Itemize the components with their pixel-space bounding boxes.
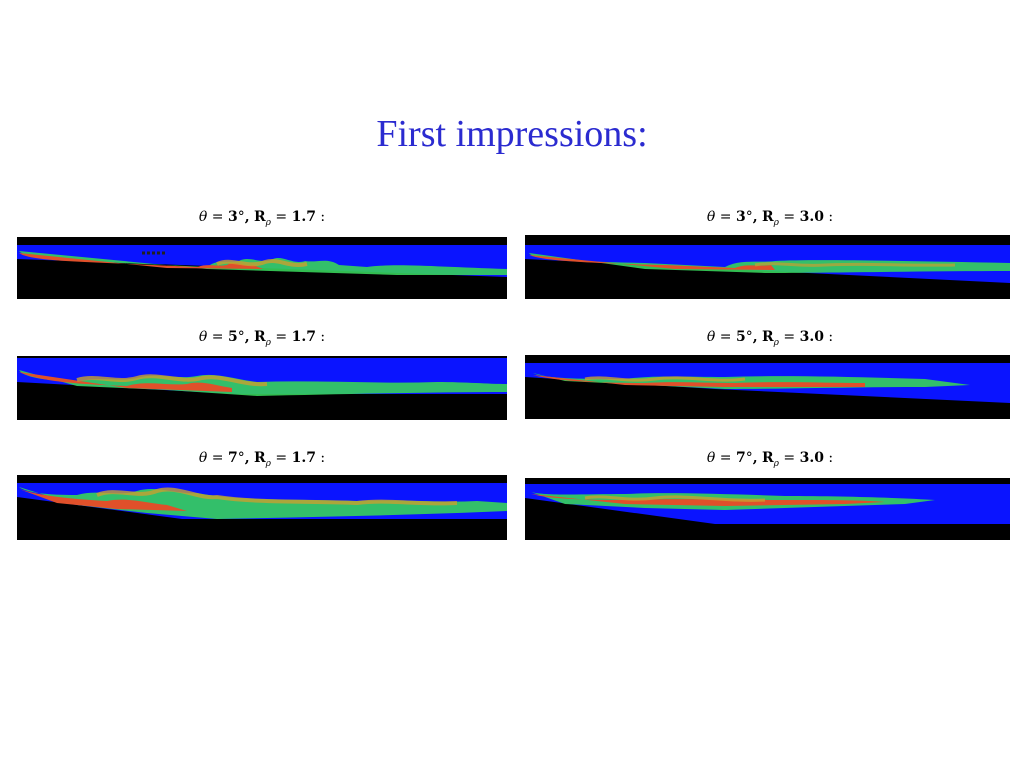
sloping-ground — [525, 498, 1010, 540]
current-head-core — [19, 489, 187, 511]
current-head-core — [529, 255, 775, 270]
simulation-plot — [17, 237, 507, 299]
sloping-ground — [17, 382, 507, 420]
simulation-plot — [525, 355, 1010, 419]
sloping-ground — [525, 377, 1010, 419]
simulation-plot — [525, 478, 1010, 540]
panel-caption: θ = 5°, Rρ = 3.0 : — [706, 329, 834, 348]
mixing-billows — [216, 259, 308, 267]
panel-caption: θ = 5°, Rρ = 1.7 : — [198, 329, 326, 348]
sloping-ground — [17, 497, 507, 540]
mixing-billows — [754, 262, 956, 267]
mixing-billows — [584, 495, 766, 502]
simulation-plot — [525, 235, 1010, 299]
panel-caption: θ = 7°, Rρ = 1.7 : — [198, 450, 326, 469]
slide-title: First impressions: — [376, 113, 648, 155]
mixing-billows — [96, 487, 458, 506]
current-head-core — [19, 253, 263, 269]
mixing-billows — [76, 374, 268, 387]
current-head-core — [533, 375, 865, 387]
current-head-core — [531, 494, 885, 506]
panel-caption: θ = 7°, Rρ = 3.0 : — [706, 450, 834, 469]
panel-caption: θ = 3°, Rρ = 1.7 : — [198, 209, 326, 228]
simulation-plot — [17, 356, 507, 420]
current-head-core — [19, 372, 232, 392]
sloping-ground — [17, 259, 507, 299]
simulation-plot — [17, 475, 507, 540]
panel-caption: θ = 3°, Rρ = 3.0 : — [706, 209, 834, 228]
mixing-billows — [584, 376, 746, 382]
